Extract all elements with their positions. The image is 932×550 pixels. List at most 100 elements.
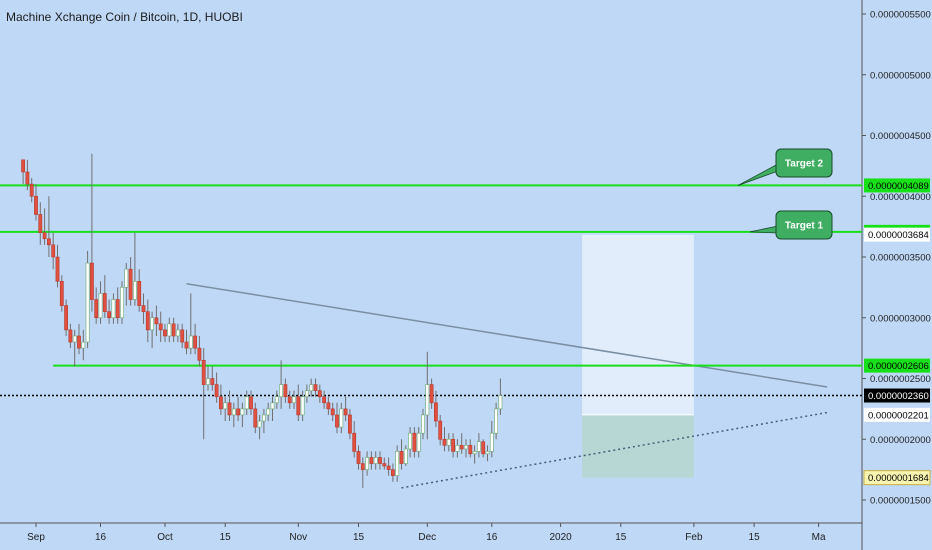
- candle-body: [442, 438, 447, 446]
- candle-body: [214, 384, 219, 398]
- candle-body: [46, 238, 51, 246]
- candle-body: [270, 402, 275, 410]
- candle-body: [322, 396, 327, 404]
- candle-body: [201, 359, 206, 385]
- x-tick-label: 2020: [549, 532, 572, 543]
- candle-body: [120, 287, 124, 319]
- y-tick-label: 0.0000003500: [870, 253, 931, 264]
- candle-body: [34, 195, 38, 215]
- candle-body: [356, 451, 361, 464]
- position-price-tag-text: 0.0000002201: [868, 410, 929, 421]
- y-tick-label: 0.0000005000: [870, 70, 931, 81]
- candle-body: [111, 299, 116, 319]
- candle-body: [283, 384, 288, 398]
- candle-body: [373, 457, 378, 464]
- target-zone: [582, 234, 694, 415]
- candle-body: [335, 414, 339, 428]
- candle-body: [313, 384, 318, 391]
- candle-body: [145, 311, 150, 331]
- candle-body: [128, 268, 133, 300]
- callout-box: [775, 148, 833, 178]
- candle-body: [378, 457, 382, 464]
- candle-body: [429, 384, 434, 404]
- chart-title: Machine Xchange Coin / Bitcoin, 1D, HUOB…: [6, 10, 243, 24]
- y-tick-label: 0.0000003000: [870, 313, 931, 324]
- candle-body: [347, 414, 352, 434]
- candle-body: [25, 171, 30, 185]
- candle-body: [317, 390, 322, 398]
- candle-body: [51, 244, 56, 258]
- candle-body: [296, 396, 301, 416]
- candle-body: [274, 396, 279, 404]
- x-tick-label: Dec: [418, 532, 436, 543]
- callout-label: Target 1: [785, 221, 824, 232]
- candle-body: [300, 396, 305, 416]
- callout-label: Target 2: [785, 159, 824, 170]
- candle-body: [352, 432, 357, 452]
- candle-body: [231, 408, 236, 416]
- candle-body: [365, 457, 370, 470]
- x-tick-label: Feb: [685, 532, 703, 543]
- candle-body: [287, 396, 292, 404]
- last-price-tag-bg: [864, 388, 930, 403]
- candle-body: [29, 183, 34, 197]
- candle-body: [21, 159, 26, 173]
- candle-body: [472, 451, 477, 455]
- candle-body: [292, 396, 296, 404]
- candle-body: [85, 262, 90, 343]
- candle-body: [343, 408, 348, 416]
- candle-body: [468, 445, 473, 455]
- callout-box: [775, 210, 833, 240]
- candle-body: [403, 448, 408, 464]
- candle-body: [236, 408, 241, 416]
- candle-body: [433, 402, 438, 422]
- candle-body: [240, 408, 245, 416]
- x-tick-label: 16: [95, 532, 107, 543]
- last-price-tag-text: 0.0000002360: [868, 391, 929, 402]
- candle-body: [425, 384, 430, 416]
- candle-body: [137, 280, 142, 306]
- candle-body: [219, 396, 223, 410]
- candle-body: [408, 432, 413, 450]
- stop-price-tag-bg: [863, 470, 931, 486]
- candle-body: [498, 395, 503, 410]
- candle-body: [438, 420, 443, 440]
- y-tick-label: 0.0000002500: [870, 374, 931, 385]
- candle-body: [163, 329, 167, 337]
- candle-body: [77, 335, 81, 349]
- candle-body: [98, 293, 103, 319]
- candle-body: [485, 451, 490, 455]
- y-tick-label: 0.0000004500: [870, 131, 931, 142]
- candle-body: [59, 280, 64, 306]
- level-price-tag-text: 0.0000002606: [868, 361, 929, 372]
- x-tick-label: 16: [486, 532, 498, 543]
- candle-body: [115, 299, 120, 319]
- candle-body: [68, 329, 73, 343]
- candle-body: [421, 414, 425, 434]
- candle-body: [326, 402, 331, 410]
- candle-body: [90, 262, 94, 300]
- candle-body: [141, 305, 146, 312]
- candle-body: [412, 432, 417, 452]
- candle-body: [154, 317, 159, 325]
- position-price-tag-bg: [864, 407, 930, 422]
- candle-body: [102, 293, 107, 312]
- candle-body: [81, 341, 86, 349]
- candle-body: [309, 384, 314, 391]
- candle-body: [390, 469, 395, 476]
- x-tick-label: Sep: [27, 532, 45, 543]
- candle-body: [494, 408, 499, 434]
- candle-body: [360, 463, 365, 470]
- position-price-tag-bg: [864, 227, 930, 242]
- candle-body: [382, 463, 387, 467]
- candle-body: [210, 378, 215, 385]
- candle-body: [223, 402, 228, 410]
- candle-body: [176, 329, 180, 337]
- callout-pointer: [737, 163, 779, 186]
- candle-body: [188, 335, 193, 349]
- candle-body: [55, 256, 60, 282]
- candle-body: [249, 396, 253, 410]
- candle-body: [261, 414, 266, 422]
- candle-body: [133, 280, 137, 300]
